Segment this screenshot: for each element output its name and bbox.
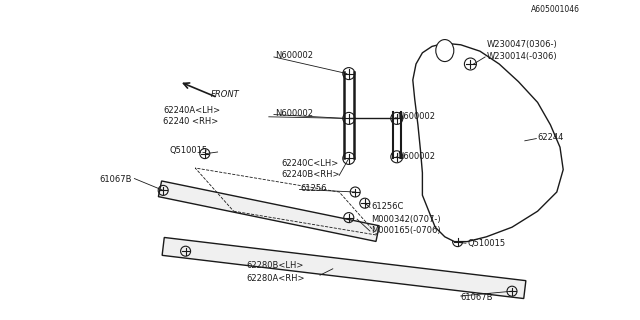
Text: 61067B: 61067B <box>99 175 132 184</box>
Text: 61256C: 61256C <box>371 202 404 211</box>
Polygon shape <box>413 43 563 242</box>
Text: 62240 <RH>: 62240 <RH> <box>163 117 218 126</box>
Text: M000165(-0706): M000165(-0706) <box>371 226 441 235</box>
Text: 61256: 61256 <box>301 184 327 193</box>
Text: N600002: N600002 <box>275 52 313 60</box>
Text: A605001046: A605001046 <box>531 5 580 14</box>
Text: N600002: N600002 <box>397 112 435 121</box>
Text: 62240C<LH>: 62240C<LH> <box>282 159 339 168</box>
Text: 62280B<LH>: 62280B<LH> <box>246 261 304 270</box>
Text: 62280A<RH>: 62280A<RH> <box>246 274 305 283</box>
Text: Q510015: Q510015 <box>467 239 506 248</box>
Text: 62240B<RH>: 62240B<RH> <box>282 170 340 179</box>
Text: N600002: N600002 <box>275 109 313 118</box>
Text: W230047(0306-): W230047(0306-) <box>486 40 557 49</box>
Text: Q510015: Q510015 <box>170 146 208 155</box>
Text: FRONT: FRONT <box>211 90 240 99</box>
Polygon shape <box>162 237 526 299</box>
Text: 61067B: 61067B <box>461 293 493 302</box>
Ellipse shape <box>436 40 454 61</box>
Text: M000342(0707-): M000342(0707-) <box>371 215 441 224</box>
Text: W230014(-0306): W230014(-0306) <box>486 52 557 60</box>
Polygon shape <box>158 181 380 241</box>
Text: 62240A<LH>: 62240A<LH> <box>163 106 220 115</box>
Text: N600002: N600002 <box>397 152 435 161</box>
Text: 62244: 62244 <box>538 133 564 142</box>
